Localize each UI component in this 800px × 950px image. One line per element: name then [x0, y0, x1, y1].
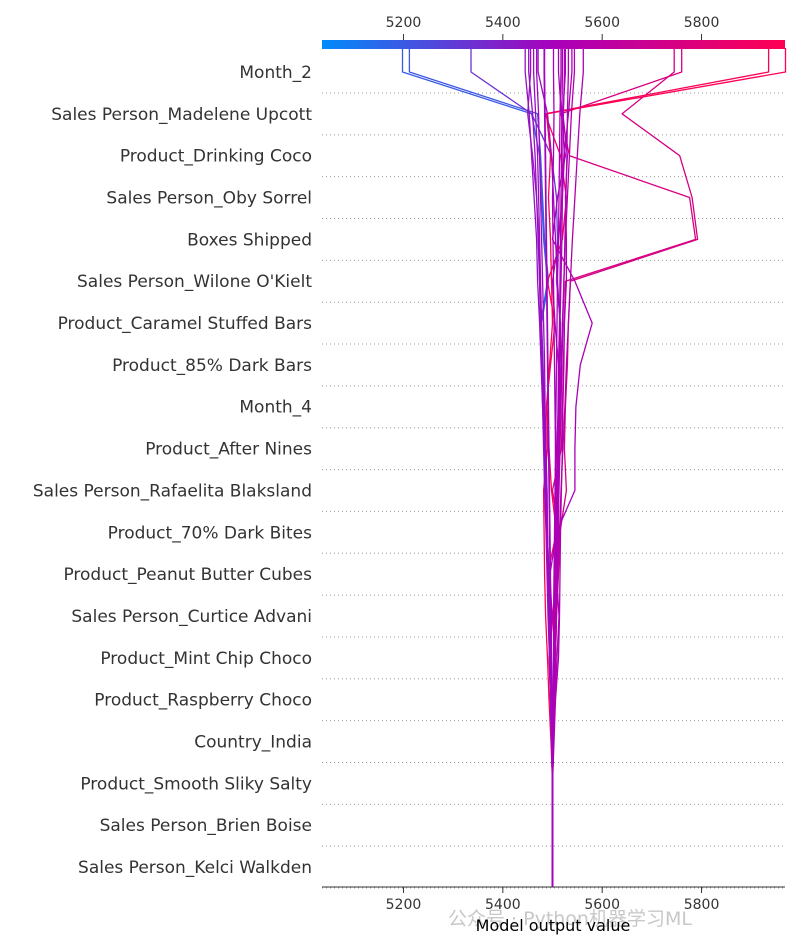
feature-label: Product_Caramel Stuffed Bars: [58, 314, 313, 334]
decision-line: [542, 48, 787, 887]
watermark: 公众号 · Python机器学习ML: [448, 908, 692, 930]
feature-label: Product_Drinking Coco: [120, 147, 312, 167]
feature-label: Month_4: [239, 398, 312, 418]
feature-label: Sales Person_Curtice Advani: [71, 607, 312, 627]
decision-line: [535, 48, 554, 887]
top-tick-label: 5400: [485, 15, 521, 31]
bottom-tick-label: 5800: [684, 897, 720, 913]
feature-label: Product_Mint Chip Choco: [100, 649, 312, 669]
feature-labels: Month_2 Sales Person_Madelene Upcott Produ…: [33, 63, 312, 878]
decision-line: [408, 48, 554, 887]
top-tick-label: 5200: [386, 15, 422, 31]
feature-label: Country_India: [194, 732, 312, 752]
feature-label: Boxes Shipped: [187, 230, 312, 250]
decision-line: [551, 48, 570, 887]
feature-label: Product_85% Dark Bars: [112, 356, 312, 376]
feature-label: Sales Person_Brien Boise: [100, 816, 312, 836]
feature-label: Product_Raspberry Choco: [94, 691, 312, 711]
decision-line: [551, 48, 697, 887]
feature-label: Sales Person_Wilone O'Kielt: [77, 272, 312, 292]
feature-label: Product_Peanut Butter Cubes: [63, 565, 312, 585]
feature-label: Product_70% Dark Bites: [108, 523, 312, 543]
decision-line: [544, 48, 770, 887]
top-axis: 5200 5400 5600 5800: [386, 15, 720, 40]
feature-label: Sales Person_Madelene Upcott: [51, 105, 312, 125]
colorbar: [322, 40, 785, 49]
bottom-tick-label: 5200: [386, 897, 422, 913]
feature-label: Product_Smooth Sliky Salty: [80, 774, 312, 794]
bottom-axis: 5200 5400 5600 5800: [386, 887, 720, 913]
feature-label: Month_2: [239, 63, 312, 83]
x-axis-label: Model output value: [476, 916, 631, 935]
feature-label: Product_After Nines: [145, 440, 312, 460]
top-tick-label: 5800: [684, 15, 720, 31]
feature-label: Sales Person_Kelci Walkden: [78, 858, 312, 878]
feature-label: Sales Person_Rafaelita Blaksland: [33, 481, 312, 501]
bottom-tick-label: 5400: [485, 897, 521, 913]
bottom-tick-label: 5600: [584, 897, 620, 913]
feature-label: Sales Person_Oby Sorrel: [106, 189, 312, 209]
decision-lines: [401, 48, 787, 887]
top-tick-label: 5600: [584, 15, 620, 31]
decision-line: [401, 48, 554, 887]
